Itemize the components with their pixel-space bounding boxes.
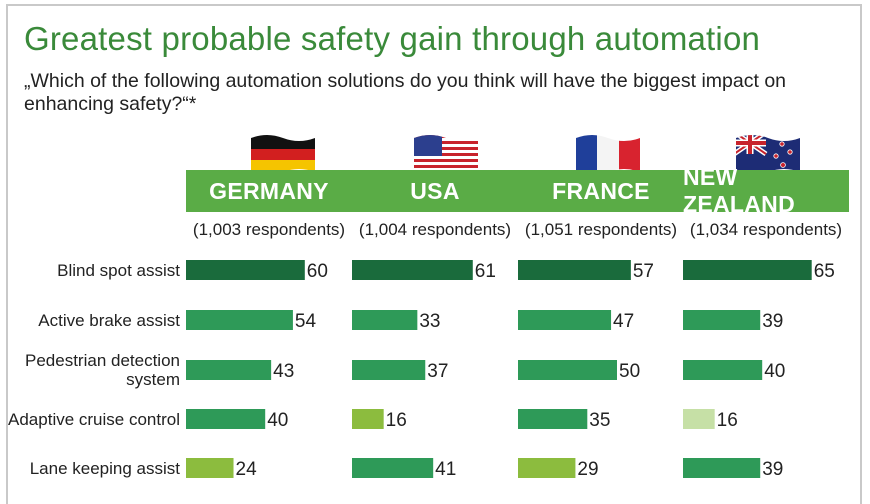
bar-usa-3	[352, 409, 384, 429]
bar-france-4	[518, 458, 576, 478]
usa-flag-icon	[414, 135, 478, 175]
data-label-new-zealand-2: 40	[764, 361, 785, 382]
bar-plot-area: 60 54 43 40 24 61 33 37 16 41 57 47 50 35 29 65 39 40 16 39	[186, 260, 835, 480]
data-label-germany-3: 40	[267, 410, 288, 431]
data-label-usa-3: 16	[386, 410, 407, 431]
data-label-usa-2: 37	[427, 361, 448, 382]
chart-frame	[6, 4, 862, 504]
data-label-germany-1: 54	[295, 311, 317, 332]
bar-new-zealand-3	[683, 409, 715, 429]
category-label-active-brake-assist: Active brake assist	[38, 310, 180, 330]
bar-germany-0	[186, 260, 305, 280]
respondents-france: (1,051 respondents)	[524, 220, 678, 239]
data-label-france-2: 50	[619, 361, 640, 382]
new-zealand-flag-icon	[736, 135, 800, 175]
bar-new-zealand-4	[683, 458, 761, 478]
respondents-usa: (1,004 respondents)	[358, 220, 512, 239]
data-label-new-zealand-3: 16	[717, 410, 738, 431]
category-label-pedestrian-detection-system: Pedestrian detection system	[25, 351, 180, 389]
bar-usa-4	[352, 458, 434, 478]
bar-germany-3	[186, 409, 266, 429]
bar-usa-2	[352, 360, 426, 380]
data-label-germany-4: 24	[236, 459, 258, 480]
chart-title: Greatest probable safety gain through au…	[24, 20, 761, 57]
respondents-germany: (1,003 respondents)	[192, 220, 346, 239]
chart-subtitle: „Which of the following automation solut…	[24, 70, 787, 115]
category-label-adaptive-cruise-control: Adaptive cruise control	[8, 409, 180, 429]
france-flag-icon	[576, 135, 640, 175]
bar-new-zealand-1	[683, 310, 761, 330]
bar-usa-0	[352, 260, 473, 280]
country-header-france: FRANCE	[518, 170, 684, 212]
data-label-usa-1: 33	[419, 311, 440, 332]
bar-germany-2	[186, 360, 272, 380]
bar-germany-1	[186, 310, 293, 330]
data-label-france-0: 57	[633, 261, 654, 282]
data-label-germany-0: 60	[307, 261, 328, 282]
bar-france-0	[518, 260, 631, 280]
bar-new-zealand-2	[683, 360, 763, 380]
country-header-germany: GERMANY	[186, 170, 352, 212]
data-label-france-3: 35	[589, 410, 610, 431]
country-header-usa: USA	[352, 170, 518, 212]
bar-france-2	[518, 360, 617, 380]
data-label-usa-0: 61	[475, 261, 496, 282]
respondents-new-zealand: (1,034 respondents)	[689, 220, 843, 239]
bar-germany-4	[186, 458, 234, 478]
bar-new-zealand-0	[683, 260, 812, 280]
data-label-usa-4: 41	[435, 459, 456, 480]
data-label-new-zealand-1: 39	[762, 311, 783, 332]
data-label-new-zealand-0: 65	[814, 261, 835, 282]
bar-usa-1	[352, 310, 418, 330]
data-label-new-zealand-4: 39	[762, 459, 783, 480]
category-label-blind-spot-assist: Blind spot assist	[57, 260, 180, 280]
data-label-germany-2: 43	[273, 361, 294, 382]
data-label-france-4: 29	[577, 459, 598, 480]
bar-france-1	[518, 310, 612, 330]
data-label-france-1: 47	[613, 311, 634, 332]
category-label-lane-keeping-assist: Lane keeping assist	[29, 458, 180, 478]
bar-france-3	[518, 409, 588, 429]
